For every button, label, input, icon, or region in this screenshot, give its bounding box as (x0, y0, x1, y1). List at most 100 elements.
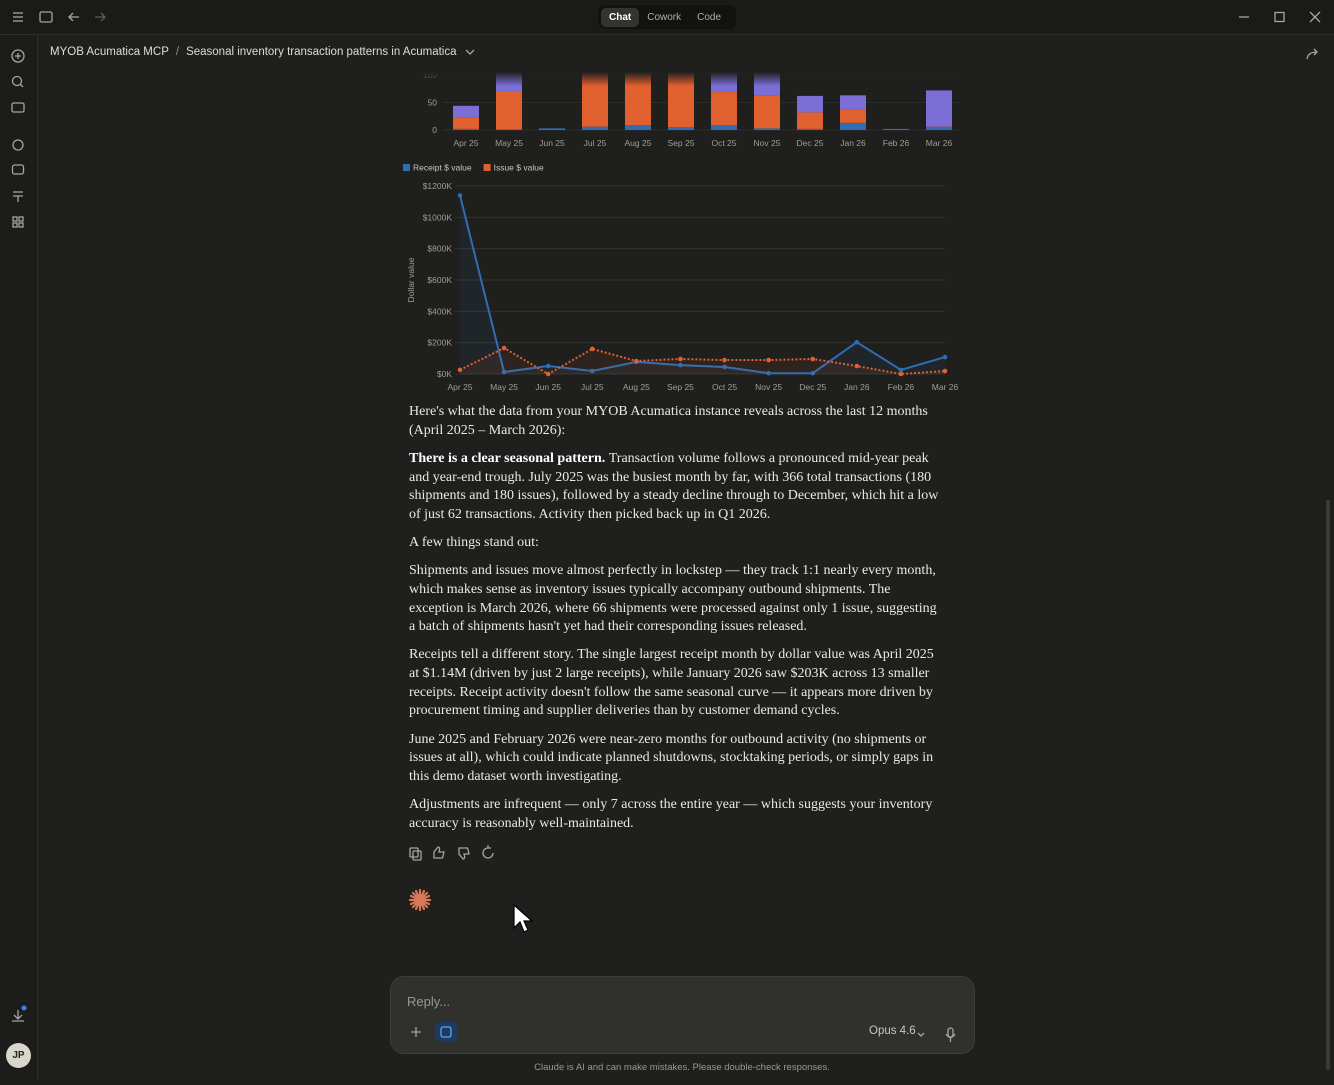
y-tick-label: $1000K (423, 212, 453, 222)
data-point (854, 363, 860, 369)
x-tick-label: May 25 (490, 382, 518, 392)
user-avatar[interactable]: JP (6, 1043, 31, 1068)
legend-swatch (483, 164, 491, 171)
apps-cell (12, 222, 18, 228)
project-link[interactable]: MYOB Acumatica MCP (50, 46, 169, 58)
maximize-button[interactable] (1274, 11, 1285, 23)
close-button[interactable] (1309, 11, 1321, 23)
tab[interactable]: Cowork (647, 11, 682, 23)
data-point (545, 371, 551, 377)
thumbs-up-button[interactable] (433, 846, 445, 859)
data-point (589, 368, 595, 374)
y-tick-label: $200K (427, 338, 452, 348)
y-tick-label: 50 (428, 98, 438, 108)
bar-segment (840, 122, 866, 130)
plus-glyph (15, 53, 21, 59)
thumbs-down-button[interactable] (458, 847, 470, 860)
mic-button[interactable] (947, 1027, 954, 1038)
mic-stand (945, 1033, 956, 1042)
area-fill (460, 347, 945, 374)
x-tick-label: Dec 25 (797, 138, 824, 148)
apps-button[interactable] (12, 216, 18, 222)
data-point (942, 368, 948, 374)
bar-segment (668, 127, 694, 130)
tools-button[interactable] (435, 1022, 457, 1042)
composer-tools (411, 1022, 457, 1042)
data-point (722, 364, 727, 370)
projects-button[interactable] (11, 102, 25, 113)
data-point (898, 367, 904, 373)
bar-segment (625, 125, 651, 130)
reply-input[interactable]: Reply... (407, 994, 451, 1009)
x-tick-label: Aug 25 (625, 138, 652, 148)
sidebar-toggle[interactable] (39, 11, 53, 23)
x-tick-label: Jul 25 (584, 138, 607, 148)
tab[interactable]: Code (697, 11, 722, 23)
copy-button[interactable] (409, 847, 419, 858)
y-tick-label: $1200K (423, 181, 453, 191)
paragraph: Shipments and issues move almost perfect… (409, 563, 937, 635)
bar-segment (711, 125, 737, 130)
new-chat-button[interactable] (11, 49, 25, 63)
x-tick-label: Mar 26 (932, 382, 959, 392)
attach-button[interactable] (411, 1027, 421, 1037)
code-button[interactable] (13, 191, 23, 202)
bar-segment (926, 127, 952, 130)
x-tick-label: Apr 25 (453, 138, 478, 148)
menu-icon[interactable] (13, 12, 23, 22)
data-point (898, 371, 904, 377)
bar-segment (926, 90, 952, 127)
claude-logo (408, 888, 432, 912)
paragraph-text: Transaction volume follows a pronounced … (409, 450, 939, 522)
download-button[interactable] (12, 1010, 24, 1022)
data-point (589, 346, 595, 352)
data-point (457, 193, 463, 198)
model-selector[interactable]: Opus 4.6 (869, 1025, 916, 1037)
data-point (942, 354, 948, 360)
search-button[interactable] (11, 75, 23, 87)
chats-button[interactable] (12, 139, 24, 151)
artifacts-button[interactable] (11, 164, 25, 175)
data-point (766, 357, 771, 363)
data-point (678, 362, 683, 368)
data-point (810, 370, 816, 376)
chat-title[interactable]: Seasonal inventory transaction patterns … (186, 46, 457, 58)
notification-dot (21, 1005, 27, 1011)
x-tick-label: May 25 (495, 138, 523, 148)
y-tick-label: $400K (427, 306, 452, 316)
x-tick-label: Jan 26 (840, 138, 866, 148)
x-tick-label: Aug 25 (623, 382, 650, 392)
title-bar-icons (13, 11, 1321, 23)
bar-segment (496, 90, 522, 130)
bar-segment (453, 128, 479, 130)
scrollbar[interactable] (1326, 500, 1330, 1070)
data-point (766, 370, 771, 376)
message-actions (408, 845, 494, 912)
bar-segment (754, 95, 780, 129)
disclaimer: Claude is AI and can make mistakes. Plea… (534, 1062, 830, 1073)
tab[interactable]: Chat (601, 7, 640, 27)
y-tick-label: 0 (432, 125, 437, 135)
title-menu-chevron[interactable] (463, 47, 477, 57)
paragraph: There is a clear seasonal pattern. Transa… (409, 450, 941, 525)
forward-button[interactable] (95, 12, 106, 22)
bar-segment (711, 92, 737, 126)
back-button[interactable] (68, 12, 79, 22)
bar-segment (797, 128, 823, 130)
breadcrumb: MYOB Acumatica MCP / Seasonal inventory … (50, 46, 477, 58)
x-tick-label: Sep 25 (667, 382, 694, 392)
x-tick-label: Nov 25 (754, 138, 781, 148)
share-button[interactable] (1305, 46, 1321, 62)
retry-button[interactable] (482, 845, 494, 859)
y-tick-label: $0K (437, 369, 452, 379)
legend-swatch (403, 164, 410, 171)
x-tick-label: Apr 25 (447, 382, 472, 392)
model-chevron (917, 1032, 925, 1037)
x-tick-label: Dec 25 (799, 382, 826, 392)
search-handle (20, 84, 24, 88)
paragraph: Adjustments are infrequent — only 7 acro… (409, 797, 933, 831)
paragraph: June 2025 and February 2026 were near-ze… (409, 731, 934, 784)
paragraph: A few things stand out: (409, 535, 539, 550)
